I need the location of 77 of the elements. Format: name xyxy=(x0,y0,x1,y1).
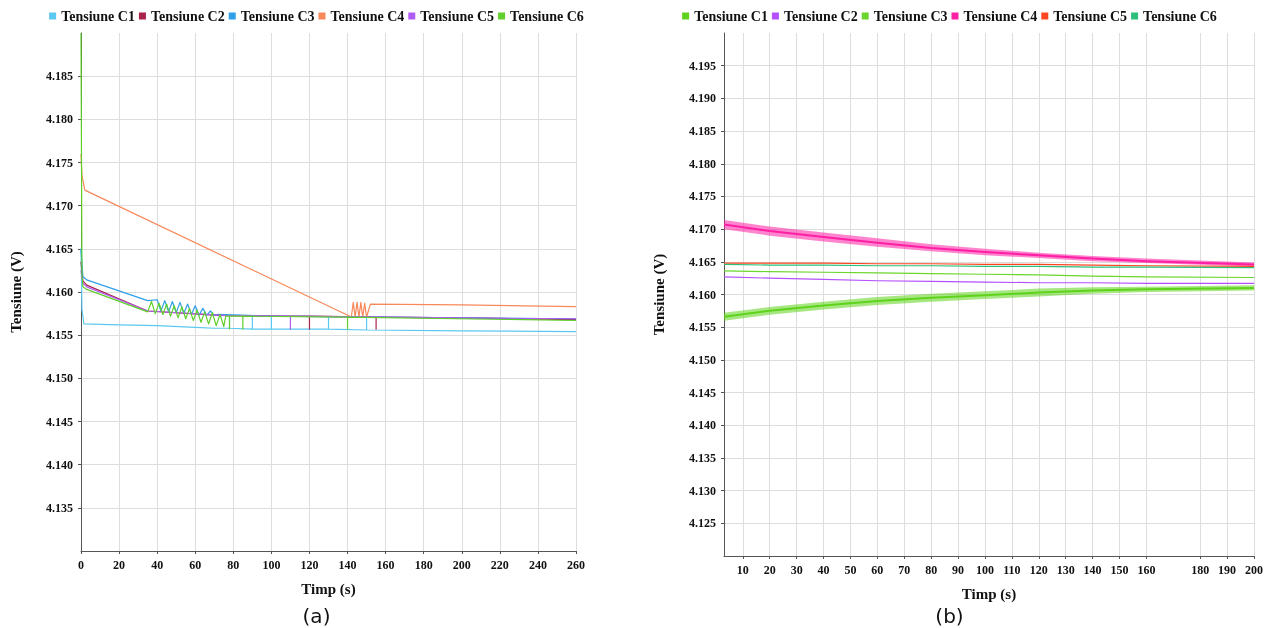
x-tick-label: 60 xyxy=(871,563,884,577)
x-tick-label: 120 xyxy=(300,558,319,572)
y-tick-label: 4.140 xyxy=(46,457,73,472)
x-tick-label: 80 xyxy=(925,563,938,577)
y-tick-label: 4.175 xyxy=(689,189,716,204)
y-tick-label: 4.140 xyxy=(689,418,716,433)
y-tick-label: 4.160 xyxy=(689,287,716,302)
legend-label: Tensiune C4 xyxy=(330,8,405,24)
legend-label: Tensiune C2 xyxy=(150,8,225,24)
y-tick-label: 4.150 xyxy=(689,352,716,367)
x-axis-title: Timp (s) xyxy=(301,580,356,598)
x-tick-label: 0 xyxy=(78,558,84,572)
legend-label: Tensiune C3 xyxy=(240,8,315,24)
y-tick-label: 4.185 xyxy=(689,124,716,139)
x-tick-label: 60 xyxy=(189,558,202,572)
y-tick-label: 4.150 xyxy=(46,371,73,386)
x-tick-label: 160 xyxy=(1137,563,1156,577)
x-tick-label: 40 xyxy=(817,563,830,577)
y-tick-label: 4.165 xyxy=(46,241,73,256)
x-tick-label: 180 xyxy=(1191,563,1210,577)
x-tick-label: 100 xyxy=(262,558,281,572)
text: (a) xyxy=(302,604,331,628)
y-tick-label: 4.145 xyxy=(46,414,73,429)
x-tick-label: 150 xyxy=(1110,563,1129,577)
x-tick-label: 40 xyxy=(151,558,164,572)
y-tick-label: 4.170 xyxy=(46,198,73,213)
legend-label: Tensiune C5 xyxy=(420,8,495,24)
x-tick-label: 200 xyxy=(452,558,471,572)
x-tick-label: 30 xyxy=(790,563,803,577)
x-tick-label: 80 xyxy=(227,558,240,572)
x-tick-label: 130 xyxy=(1056,563,1075,577)
text: (b) xyxy=(935,604,964,628)
y-tick-label: 4.155 xyxy=(46,328,73,343)
legend-label: Tensiune C1 xyxy=(61,8,135,24)
x-tick-label: 100 xyxy=(975,563,994,577)
x-tick-label: 20 xyxy=(113,558,126,572)
x-tick-label: 200 xyxy=(1245,563,1263,577)
legend-label: Tensiune C6 xyxy=(510,8,584,24)
x-tick-label: 190 xyxy=(1218,563,1237,577)
x-tick-label: 110 xyxy=(1003,563,1021,577)
y-axis-title: Tensiune (V) xyxy=(7,251,25,333)
y-tick-label: 4.180 xyxy=(46,112,73,127)
legend-label: Tensiune C2 xyxy=(783,8,858,24)
x-tick-label: 240 xyxy=(528,558,547,572)
x-axis-title: Timp (s) xyxy=(961,585,1017,603)
x-tick-label: 70 xyxy=(898,563,911,577)
legend-label: Tensiune C4 xyxy=(963,8,1038,24)
y-tick-label: 4.125 xyxy=(689,516,716,531)
y-tick-label: 4.190 xyxy=(689,91,716,106)
y-tick-label: 4.155 xyxy=(689,320,716,335)
x-tick-label: 120 xyxy=(1029,563,1048,577)
y-tick-label: 4.160 xyxy=(46,285,73,299)
x-tick-label: 20 xyxy=(763,563,776,577)
y-tick-label: 4.165 xyxy=(689,254,716,269)
x-tick-label: 220 xyxy=(490,558,509,572)
x-tick-label: 160 xyxy=(376,558,395,572)
y-tick-label: 4.135 xyxy=(46,500,73,515)
y-tick-label: 4.195 xyxy=(689,58,716,73)
x-tick-label: 50 xyxy=(844,563,857,577)
x-tick-label: 260 xyxy=(567,558,585,572)
y-tick-label: 4.145 xyxy=(689,385,716,400)
x-tick-label: 90 xyxy=(952,563,965,577)
legend-label: Tensiune C3 xyxy=(873,8,948,24)
x-tick-label: 140 xyxy=(338,558,357,572)
y-tick-label: 4.180 xyxy=(689,156,716,171)
y-tick-label: 4.175 xyxy=(46,155,73,170)
x-tick-label: 140 xyxy=(1083,563,1102,577)
legend-label: Tensiune C5 xyxy=(1053,8,1128,24)
x-tick-label: 10 xyxy=(736,563,749,577)
y-tick-label: 4.170 xyxy=(689,222,716,237)
y-tick-label: 4.130 xyxy=(689,483,716,498)
y-tick-label: 4.185 xyxy=(46,69,73,84)
x-tick-label: 180 xyxy=(414,558,433,572)
legend-label: Tensiune C6 xyxy=(1143,8,1217,24)
y-tick-label: 4.135 xyxy=(689,450,716,465)
y-axis-title: Tensiune (V) xyxy=(650,253,668,336)
legend-label: Tensiune C1 xyxy=(694,8,768,24)
